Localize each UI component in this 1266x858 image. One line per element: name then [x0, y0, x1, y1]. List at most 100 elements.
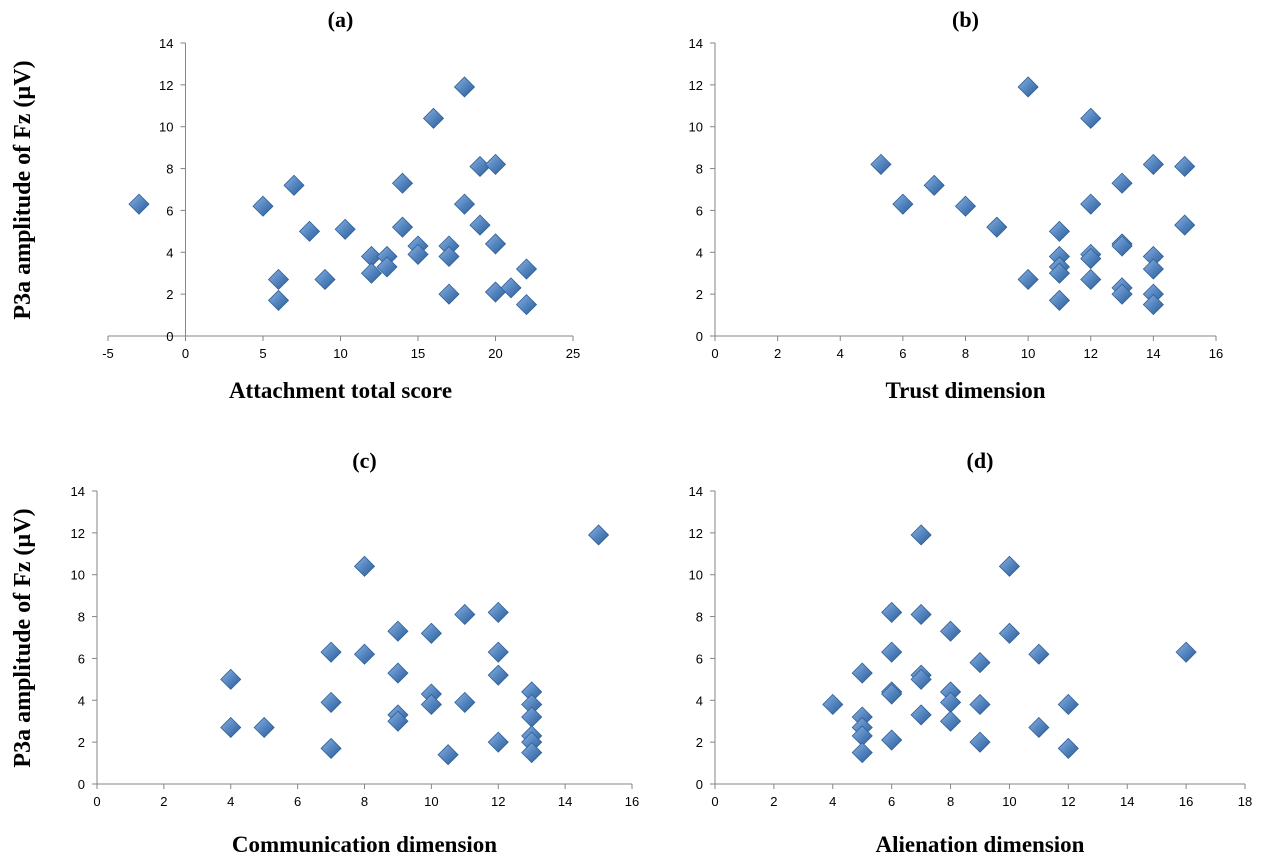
data-point: [391, 216, 414, 238]
data-point: [128, 193, 150, 215]
data-point: [587, 524, 610, 546]
data-point: [998, 622, 1021, 644]
x-tick-label: 6: [888, 794, 895, 809]
data-point: [881, 601, 903, 623]
y-tick-label: 14: [159, 36, 173, 51]
data-point: [521, 742, 543, 764]
data-point: [851, 742, 873, 764]
y-tick-label: 8: [78, 610, 85, 625]
data-point: [484, 281, 507, 303]
y-tick-label: 2: [166, 287, 173, 302]
y-tick-label: 12: [71, 526, 85, 541]
x-tick-label: 12: [491, 794, 505, 809]
data-point: [454, 603, 476, 626]
chart-panel-0: -5 0 5 10 15 20 25 0 2 4 6 8 10 12 14 (a) Attachment tot…: [10, 7, 580, 403]
x-tick-label: 2: [160, 794, 167, 809]
x-tick-label: 8: [962, 346, 969, 361]
data-point: [910, 603, 932, 626]
data-point: [391, 172, 414, 194]
data-point: [1111, 172, 1133, 194]
data-point: [387, 710, 409, 732]
x-tick-label: 15: [411, 346, 425, 361]
data-point: [969, 731, 991, 753]
data-point: [422, 107, 445, 129]
x-tick-label: 10: [1021, 346, 1035, 361]
y-tick-label: 4: [696, 693, 703, 708]
y-tick-label: 10: [689, 568, 703, 583]
chart-title: (d): [967, 448, 994, 473]
y-axis-label: P3a amplitude of Fz (µV): [10, 60, 36, 319]
data-point: [881, 683, 903, 705]
x-tick-label: 10: [424, 794, 438, 809]
y-tick-label: 6: [696, 651, 703, 666]
data-point: [220, 716, 242, 739]
data-point: [320, 641, 342, 663]
x-axis-label: Alienation dimension: [876, 832, 1085, 857]
data-point: [851, 662, 873, 684]
data-point: [954, 195, 977, 217]
data-point: [986, 216, 1008, 238]
chart-title: (a): [328, 7, 354, 32]
y-tick-label: 12: [689, 526, 703, 541]
data-point: [1017, 268, 1039, 291]
x-tick-label: 8: [361, 794, 368, 809]
y-tick-label: 14: [689, 484, 703, 499]
data-point: [387, 620, 409, 642]
y-tick-label: 2: [696, 287, 703, 302]
y-tick-label: 14: [71, 484, 85, 499]
data-point: [487, 731, 509, 753]
x-tick-label: 12: [1061, 794, 1075, 809]
data-point: [1174, 155, 1196, 178]
x-tick-label: 10: [333, 346, 347, 361]
x-tick-label: 10: [1002, 794, 1016, 809]
data-point: [1057, 737, 1079, 759]
x-tick-label: 4: [837, 346, 844, 361]
data-point: [252, 195, 274, 217]
y-tick-label: 0: [166, 329, 173, 344]
data-point: [822, 693, 844, 716]
y-tick-label: 2: [696, 735, 703, 750]
data-point: [1111, 283, 1133, 305]
y-tick-label: 4: [696, 245, 703, 260]
data-point: [353, 643, 376, 665]
data-point: [1017, 76, 1039, 98]
x-tick-label: -5: [102, 346, 114, 361]
data-point: [407, 243, 429, 265]
data-point: [487, 664, 509, 686]
data-point: [892, 193, 914, 215]
data-point: [454, 691, 476, 713]
data-point: [438, 245, 460, 268]
x-tick-label: 16: [1179, 794, 1193, 809]
y-tick-label: 8: [696, 610, 703, 625]
data-point: [453, 193, 476, 215]
x-tick-label: 5: [259, 346, 266, 361]
x-tick-label: 14: [558, 794, 572, 809]
data-point: [283, 174, 305, 196]
y-tick-label: 0: [696, 329, 703, 344]
data-point: [515, 258, 538, 280]
x-tick-label: 16: [625, 794, 639, 809]
data-point: [1028, 716, 1050, 739]
x-tick-label: 6: [294, 794, 301, 809]
chart-panel-3: 0 2 4 6 8 10 12 14 16 18 0 2 4 6 8 10 12 14 (d) Alienation …: [689, 448, 1253, 857]
y-tick-label: 10: [689, 120, 703, 135]
x-tick-label: 0: [711, 794, 718, 809]
data-point: [521, 706, 543, 728]
y-tick-label: 4: [166, 245, 173, 260]
y-tick-label: 10: [71, 568, 85, 583]
x-tick-label: 0: [182, 346, 189, 361]
y-tick-label: 6: [696, 203, 703, 218]
data-point: [910, 524, 932, 546]
data-point: [420, 693, 442, 716]
data-point: [253, 716, 275, 739]
data-point: [387, 662, 409, 684]
x-tick-label: 0: [93, 794, 100, 809]
x-tick-label: 4: [227, 794, 234, 809]
data-point: [267, 268, 290, 291]
data-point: [870, 153, 892, 175]
data-point: [298, 220, 321, 242]
data-point: [1142, 258, 1164, 280]
data-point: [1174, 214, 1196, 236]
data-point: [484, 233, 507, 255]
y-axis-label: P3a amplitude of Fz (µV): [10, 508, 36, 767]
